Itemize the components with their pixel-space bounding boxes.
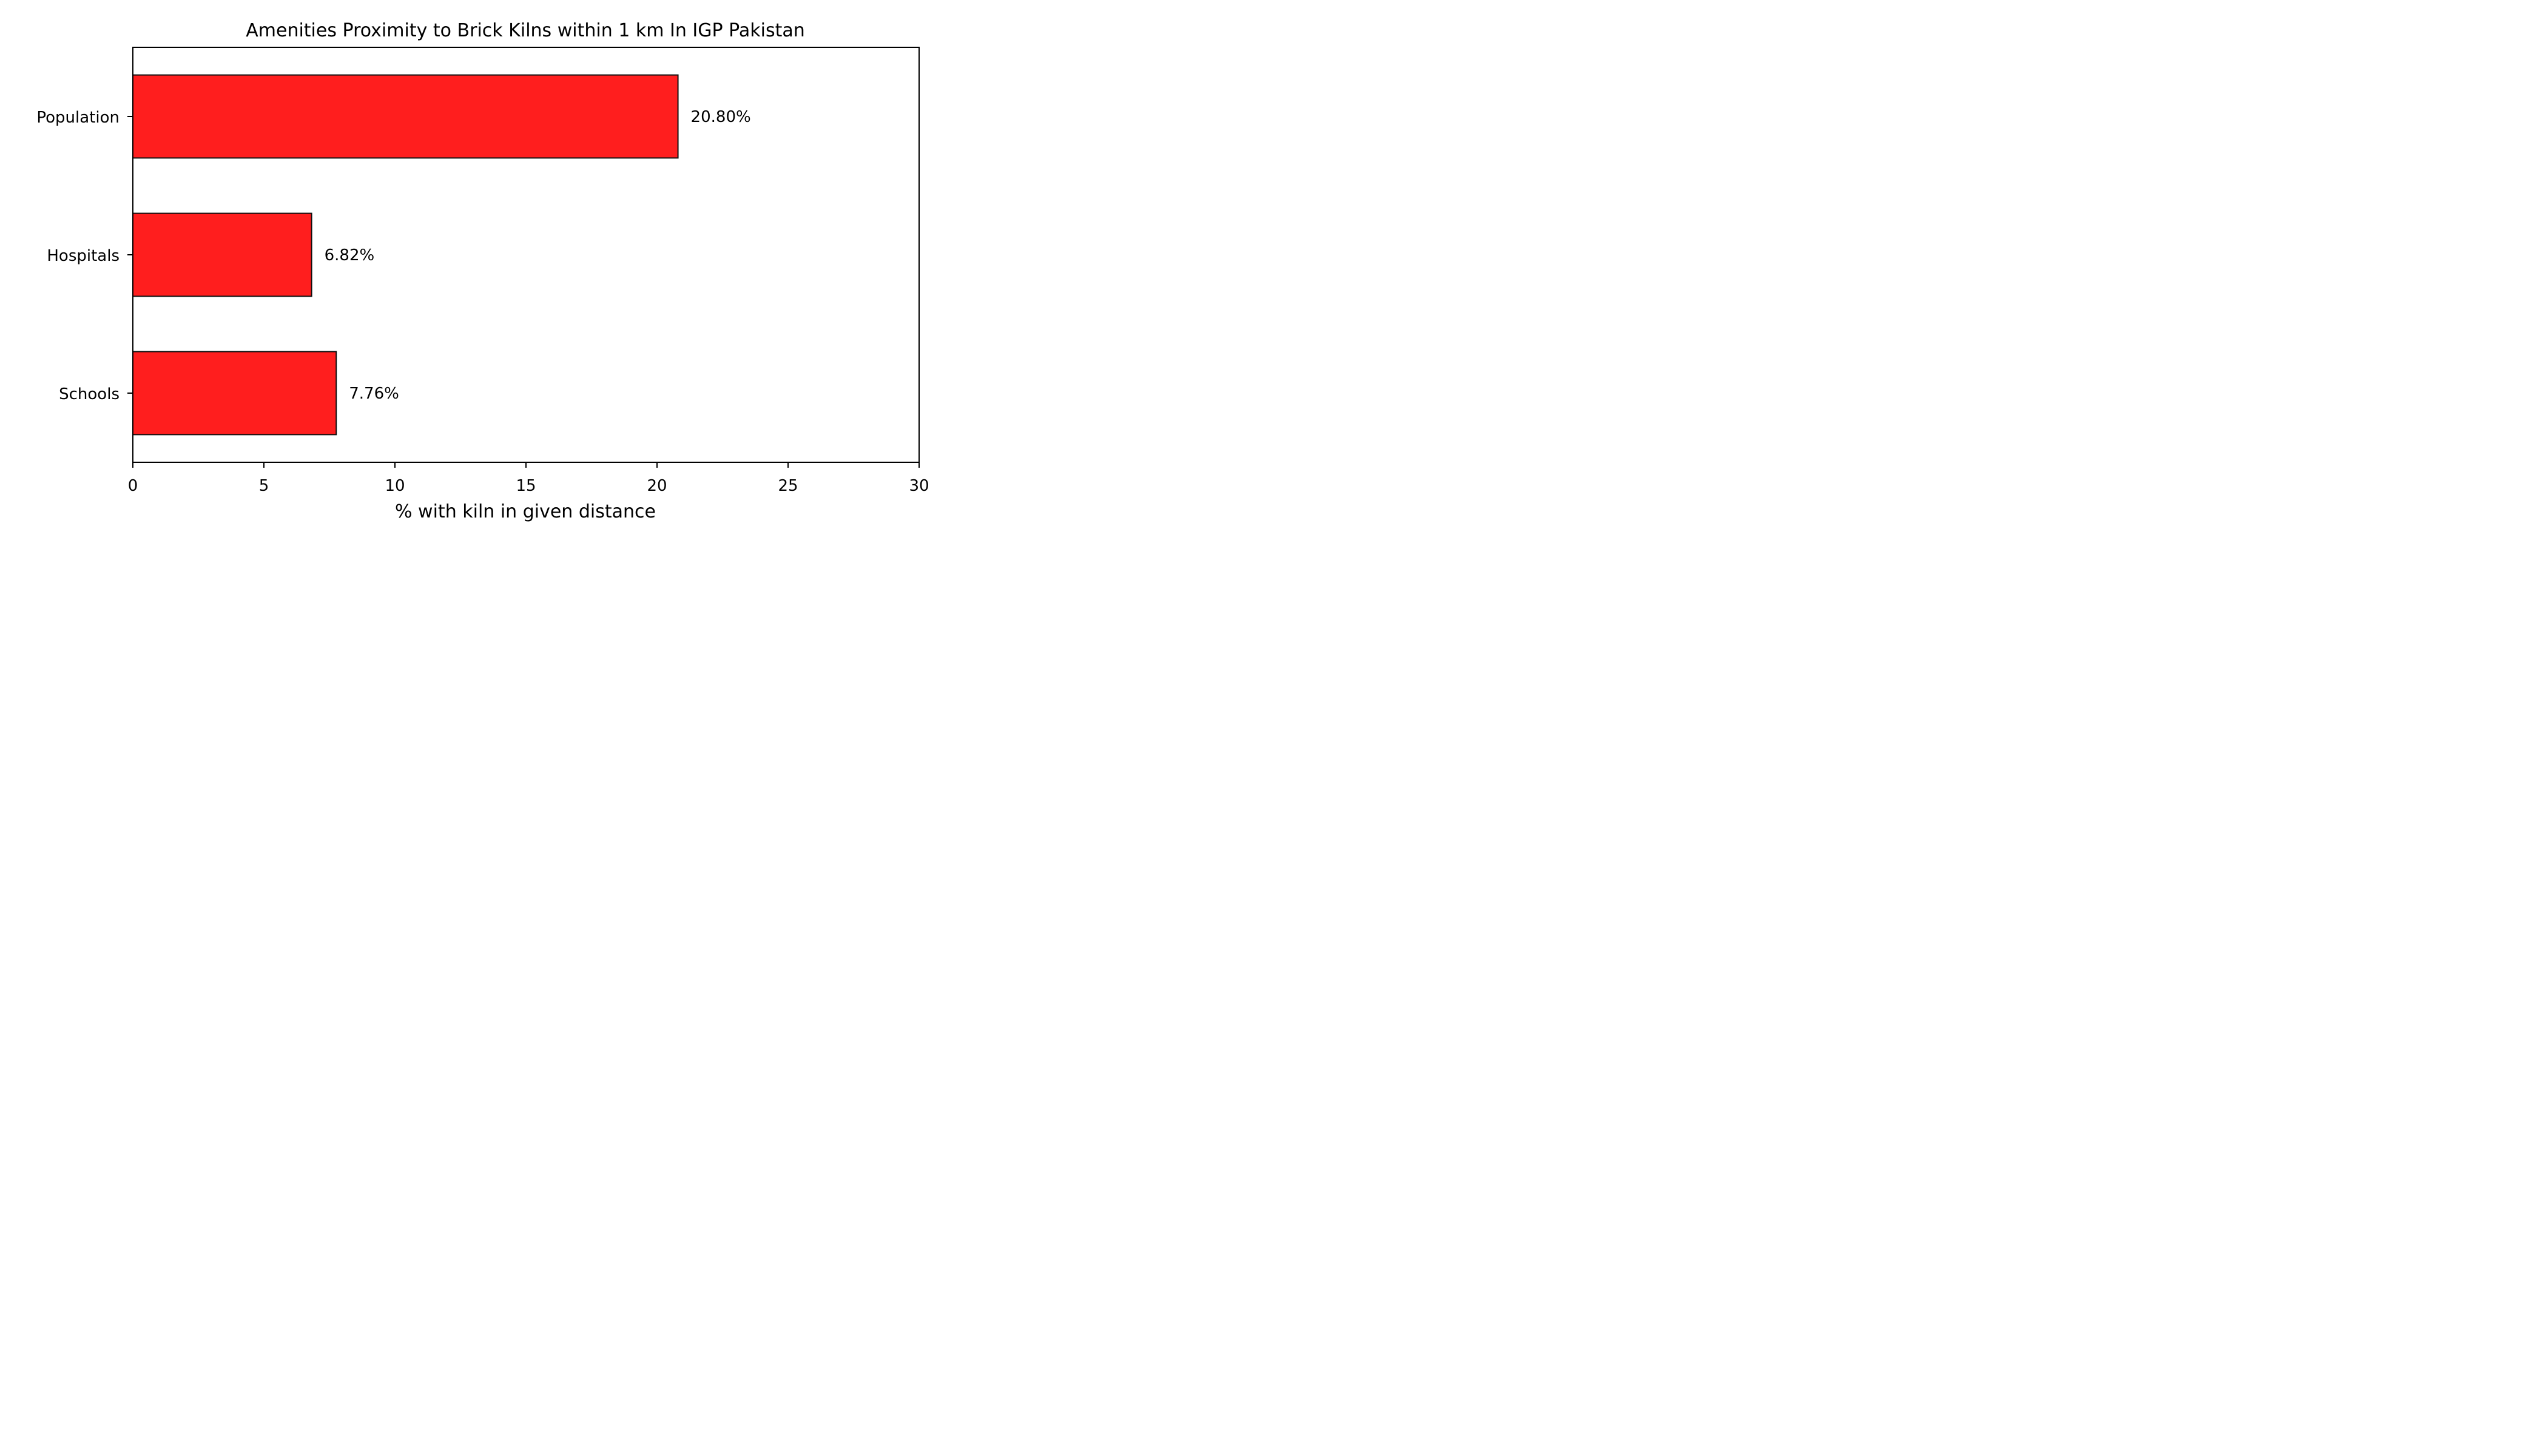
x-tick-label-25: 25	[778, 477, 798, 495]
bar-schools	[132, 351, 337, 436]
y-tick-label-population: Population	[36, 109, 120, 127]
bars-layer: 20.80% 6.82% 7.76%	[132, 74, 751, 436]
bar-hospitals	[132, 212, 312, 297]
x-tick-label-10: 10	[385, 477, 405, 495]
data-label-hospitals: 6.82%	[325, 246, 375, 265]
x-tick-label-30: 30	[909, 477, 929, 495]
bar-population	[132, 74, 679, 159]
chart-title: Amenities Proximity to Brick Kilns withi…	[246, 20, 805, 41]
bar-chart-svg: Amenities Proximity to Brick Kilns withi…	[36, 20, 929, 522]
x-tick-label-15: 15	[516, 477, 536, 495]
chart: Amenities Proximity to Brick Kilns withi…	[0, 0, 949, 542]
x-tick-label-0: 0	[128, 477, 138, 495]
x-axis-label: % with kiln in given distance	[395, 501, 656, 522]
plot-frame	[132, 47, 920, 463]
ticks-layer: Population Hospitals Schools 0 5 10 15 20 25 30	[36, 109, 929, 495]
x-tick-label-20: 20	[647, 477, 667, 495]
data-label-population: 20.80%	[691, 108, 751, 126]
data-label-schools: 7.76%	[349, 385, 399, 403]
x-tick-label-5: 5	[259, 477, 269, 495]
y-tick-label-schools: Schools	[59, 385, 120, 403]
y-tick-label-hospitals: Hospitals	[47, 247, 120, 265]
